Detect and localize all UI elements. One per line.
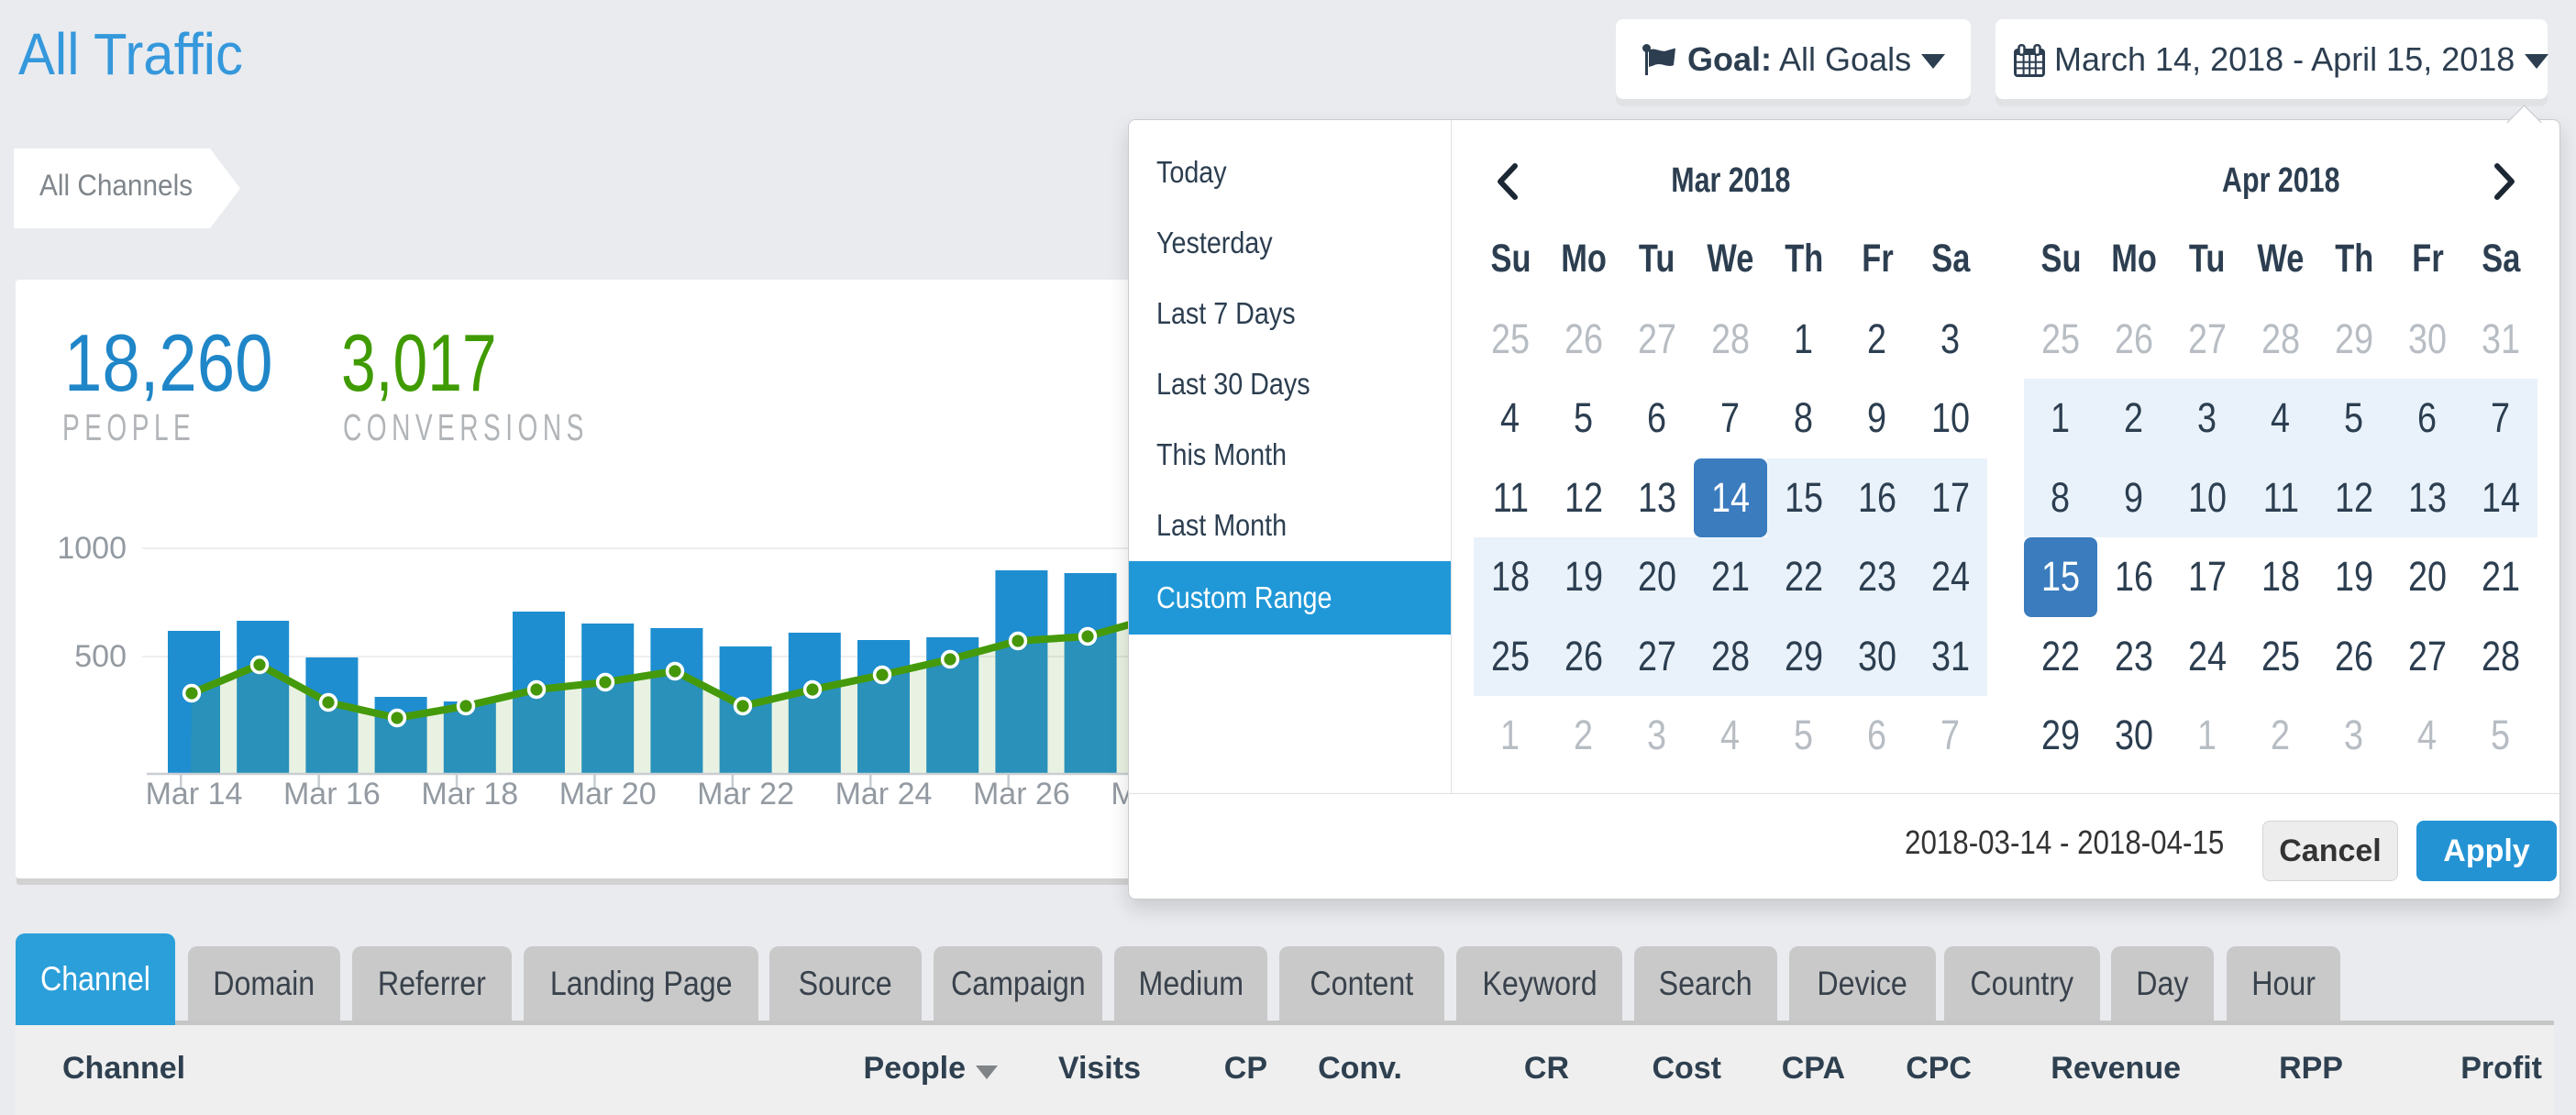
svg-text:1000: 1000 — [57, 531, 127, 566]
svg-text:500: 500 — [74, 639, 127, 674]
svg-text:Mar 22: Mar 22 — [697, 777, 794, 811]
svg-text:Mar 16: Mar 16 — [283, 777, 381, 811]
svg-text:Mar 14: Mar 14 — [146, 777, 243, 811]
svg-text:Mar 18: Mar 18 — [421, 777, 518, 811]
svg-text:Mar 26: Mar 26 — [973, 777, 1070, 811]
svg-text:Mar 20: Mar 20 — [559, 777, 657, 811]
svg-text:Mar 24: Mar 24 — [835, 777, 933, 811]
